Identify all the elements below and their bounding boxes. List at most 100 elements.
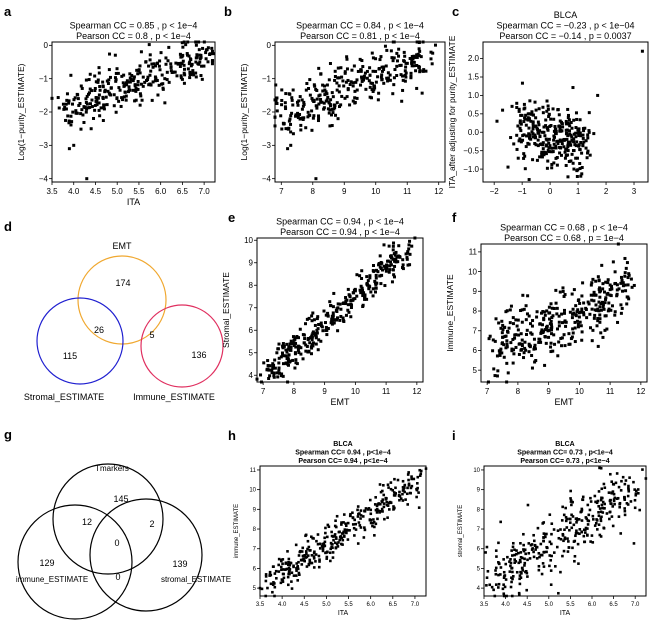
scatter-point <box>260 380 264 384</box>
scatter-point <box>378 483 382 486</box>
scatter-point <box>97 93 101 97</box>
scatter-point <box>295 100 299 104</box>
scatter-point <box>539 553 543 557</box>
scatter-point <box>424 69 428 73</box>
scatter-point <box>530 130 534 134</box>
scatter-point <box>548 554 552 557</box>
scatter-point <box>356 505 360 508</box>
scatter-point <box>405 492 409 496</box>
scatter-point <box>321 83 325 87</box>
scatter-point <box>341 79 345 83</box>
scatter-point <box>365 275 369 279</box>
scatter-point <box>587 519 591 523</box>
scatter-point <box>138 64 142 68</box>
scatter-point <box>578 301 582 305</box>
scatter-point <box>516 318 520 322</box>
scatter-point <box>601 496 604 500</box>
scatter-point <box>378 262 382 266</box>
scatter-point <box>533 100 537 104</box>
scatter-point <box>316 348 320 352</box>
scatter-point <box>625 302 629 306</box>
scatter-point <box>367 507 371 510</box>
scatter-point <box>332 538 335 542</box>
scatter-point <box>310 338 314 342</box>
scatter-point <box>312 566 316 569</box>
scatter-point <box>568 521 572 524</box>
chart-title-i: BLCA <box>555 441 574 448</box>
scatter-point <box>90 89 94 93</box>
scatter-point <box>202 40 206 44</box>
scatter-point <box>544 151 548 155</box>
scatter-point <box>405 256 409 260</box>
scatter-point <box>404 75 408 79</box>
scatter-point <box>296 346 300 350</box>
scatter-point <box>120 96 124 100</box>
scatter-point <box>578 320 582 324</box>
scatter-point <box>67 99 71 103</box>
scatter-point <box>582 140 586 144</box>
scatter-point <box>336 316 340 320</box>
stat-line-e: Pearson CC = 0.94 , p < 1e−4 <box>280 227 400 237</box>
scatter-point <box>570 292 574 296</box>
scatter-point <box>286 356 290 360</box>
y-tick-label-e: 7 <box>249 303 254 312</box>
scatter-point <box>348 103 352 107</box>
scatter-point <box>368 276 372 280</box>
scatter-point <box>533 134 537 138</box>
scatter-point <box>597 300 601 304</box>
scatter-point <box>578 167 582 171</box>
scatter-point <box>284 354 288 358</box>
scatter-point <box>580 507 584 511</box>
scatter-point <box>264 579 268 583</box>
scatter-point <box>362 536 366 539</box>
scatter-point <box>605 327 609 331</box>
scatter-point <box>582 528 586 532</box>
scatter-point <box>355 273 359 277</box>
scatter-point <box>373 279 377 283</box>
scatter-point <box>291 341 295 345</box>
scatter-point <box>298 573 301 577</box>
x-tick-label-c: −1 <box>518 187 528 196</box>
scatter-point <box>494 572 498 576</box>
scatter-point <box>518 137 522 141</box>
scatter-point <box>150 62 154 66</box>
scatter-point <box>528 99 532 103</box>
scatter-point <box>381 498 385 501</box>
scatter-point <box>345 95 349 99</box>
x-tick-label-i: 6.5 <box>609 602 618 608</box>
scatter-point <box>359 526 363 529</box>
scatter-point <box>303 554 306 557</box>
scatter-point <box>169 69 173 73</box>
scatter-point <box>371 56 375 60</box>
scatter-point <box>633 498 637 502</box>
scatter-point <box>574 111 578 115</box>
scatter-point <box>357 512 360 516</box>
scatter-point <box>308 560 312 564</box>
scatter-point <box>555 306 559 310</box>
scatter-point <box>335 318 339 322</box>
y-tick-label-e: 5 <box>249 348 254 357</box>
scatter-point <box>304 343 308 347</box>
scatter-point <box>594 279 598 283</box>
scatter-point <box>619 281 623 285</box>
scatter-point <box>88 102 92 106</box>
scatter-point <box>346 87 350 91</box>
scatter-point <box>495 555 498 558</box>
scatter-point <box>90 105 94 109</box>
scatter-point <box>538 135 542 139</box>
scatter-point <box>84 78 88 82</box>
scatter-point <box>296 116 300 120</box>
scatter-point <box>497 321 501 325</box>
x-tick-label-i: 7.0 <box>631 602 640 608</box>
scatter-point <box>509 341 513 345</box>
scatter-point <box>348 82 352 86</box>
scatter-point <box>517 107 521 111</box>
scatter-point <box>562 513 566 517</box>
y-tick-label-c: −0.5 <box>463 146 479 155</box>
scatter-point <box>359 509 363 512</box>
scatter-point <box>547 113 551 117</box>
scatter-point <box>156 93 160 97</box>
scatter-point <box>140 98 144 102</box>
scatter-point <box>522 102 526 106</box>
